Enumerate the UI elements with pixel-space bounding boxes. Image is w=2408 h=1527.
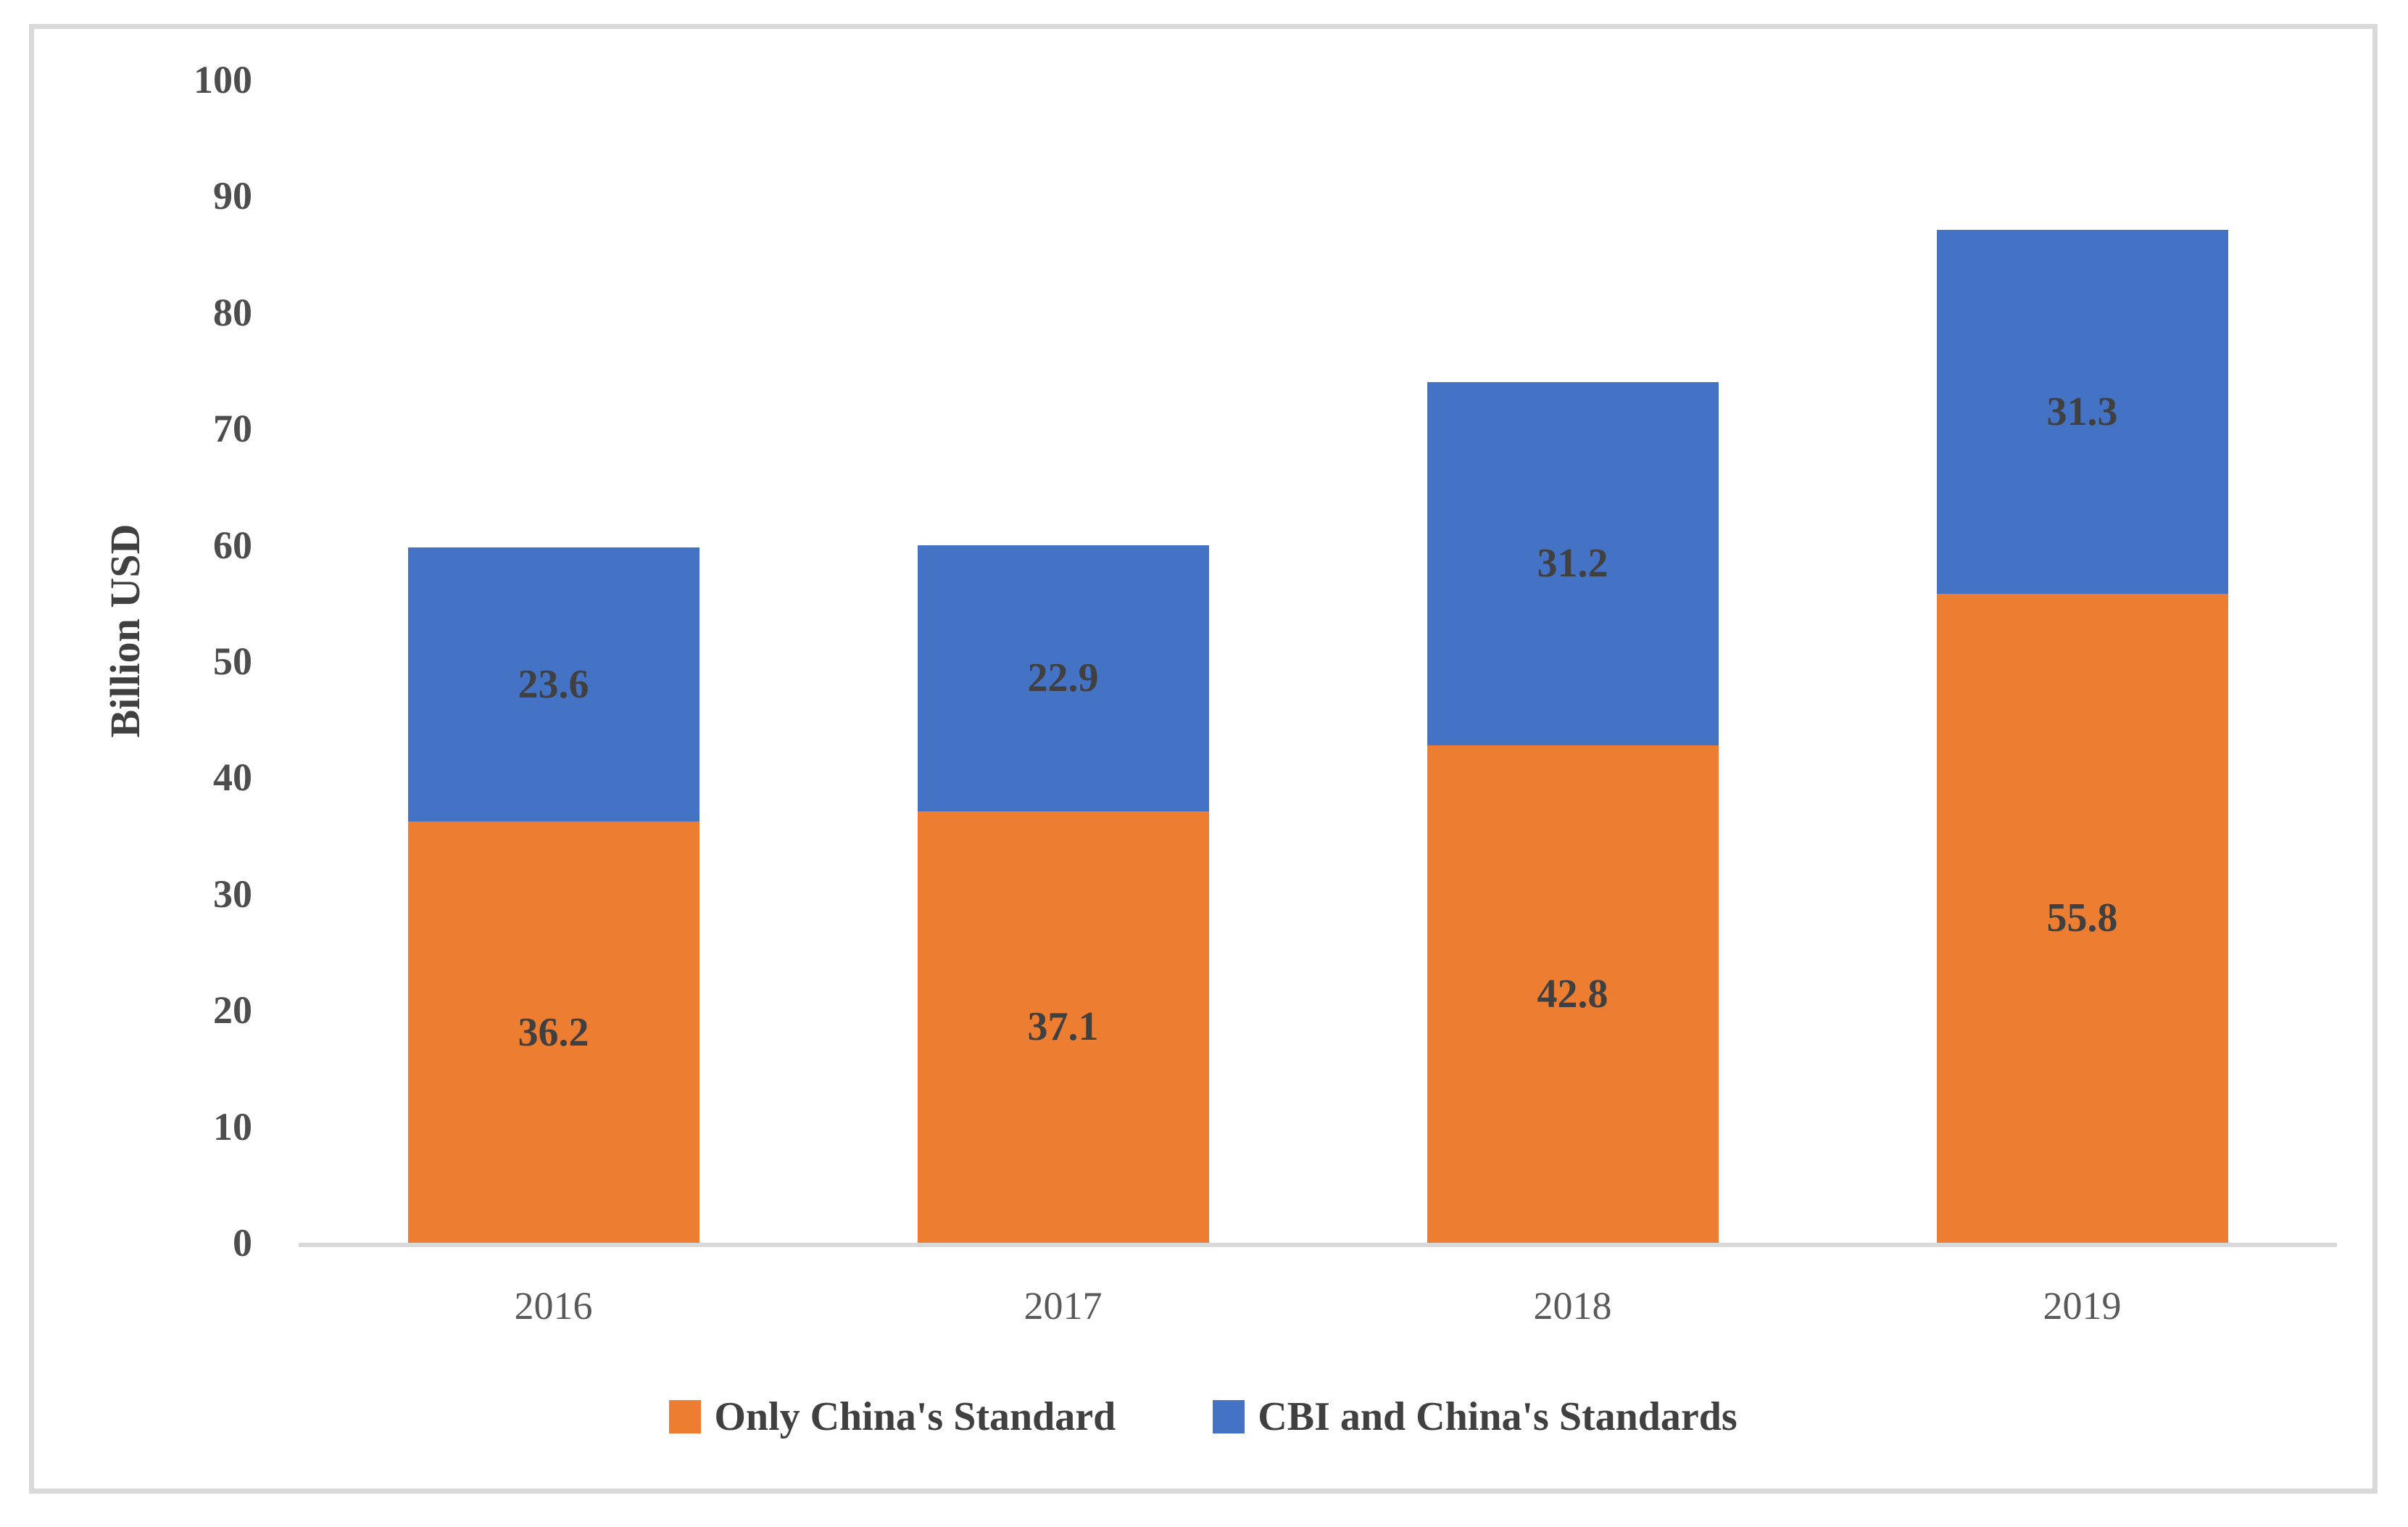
y-tick-label: 60: [213, 523, 252, 567]
y-tick-label: 100: [194, 58, 252, 102]
legend-label: Only China's Standard: [714, 1394, 1116, 1439]
bar-segment-orange: [1936, 593, 2228, 1243]
y-tick-label: 80: [213, 290, 252, 334]
x-tick-label: 2018: [1533, 1284, 1612, 1328]
bar-segment-blue: [407, 547, 699, 822]
bar-segment-orange: [917, 811, 1209, 1243]
bar-segment-blue: [917, 545, 1209, 811]
data-label: 22.9: [1027, 655, 1099, 701]
y-tick-label: 10: [213, 1104, 252, 1149]
legend-item: CBI and China's Standards: [1213, 1394, 1738, 1440]
data-label: 36.2: [518, 1009, 589, 1055]
legend-item: Only China's Standard: [669, 1394, 1116, 1440]
bar-segment-blue: [1427, 382, 1719, 745]
bar-segment-orange: [1427, 745, 1719, 1243]
x-tick-label: 2016: [514, 1284, 593, 1328]
y-tick-label: 30: [213, 872, 252, 916]
y-tick-label: 0: [233, 1221, 252, 1265]
legend: Only China's Standard CBI and China's Sta…: [29, 1394, 2378, 1440]
y-tick-label: 90: [213, 174, 252, 218]
legend-swatch-icon: [1213, 1400, 1245, 1433]
data-label: 31.3: [2046, 389, 2118, 434]
data-label: 55.8: [2046, 895, 2118, 941]
y-tick-label: 50: [213, 640, 252, 683]
data-label: 23.6: [518, 662, 589, 708]
y-tick-label: 20: [213, 988, 252, 1033]
y-tick-label: 70: [213, 407, 252, 451]
bar-segment-orange: [407, 822, 699, 1243]
legend-label: CBI and China's Standards: [1258, 1394, 1738, 1439]
x-tick-label: 2017: [1024, 1284, 1103, 1328]
plot-area: 36.2 23.6 37.1 22.9 42.8 31.2 55.8 31.3: [299, 80, 2337, 1247]
y-tick-label: 40: [213, 756, 252, 800]
y-axis-title: Billion USD: [101, 524, 149, 738]
data-label: 37.1: [1027, 1004, 1099, 1050]
x-tick-label: 2019: [2043, 1284, 2122, 1328]
legend-swatch-icon: [669, 1400, 702, 1433]
bar-segment-blue: [1936, 229, 2228, 594]
data-label: 42.8: [1537, 971, 1608, 1017]
data-label: 31.2: [1537, 541, 1608, 587]
